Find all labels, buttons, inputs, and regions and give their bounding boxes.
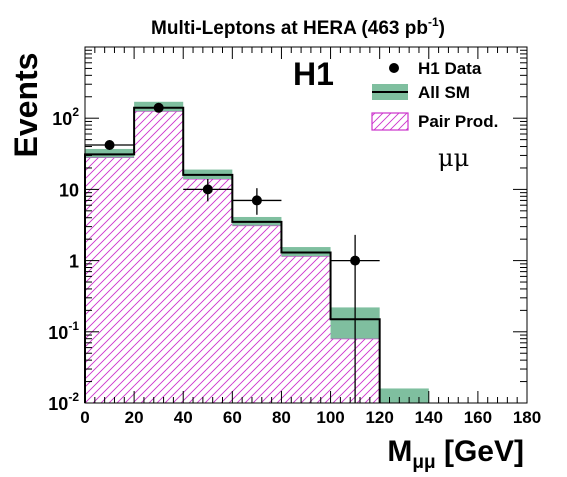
y-tick-label: 10-2	[48, 390, 79, 414]
data-point-marker	[350, 255, 361, 266]
pair-prod-bar	[134, 111, 184, 403]
legend-entry-all-sm: All SM	[372, 83, 470, 102]
data-point-marker	[153, 102, 164, 113]
legend: H1 Data All SM Pair Prod.	[371, 59, 498, 131]
y-tick-label-base: 10	[52, 109, 72, 129]
x-tick-label: 160	[464, 408, 492, 427]
legend-h1-marker	[389, 63, 399, 73]
data-point	[183, 178, 233, 202]
data-point-marker	[104, 140, 115, 151]
plot-area	[84, 101, 429, 403]
x-tick-label: 60	[223, 408, 242, 427]
x-tick-label: 0	[80, 408, 89, 427]
y-tick-label-exp: 2	[72, 105, 79, 119]
chart-title: Multi-Leptons at HERA (463 pb-1)	[151, 15, 445, 39]
data-point	[232, 188, 282, 215]
y-tick-label-exp: -2	[68, 390, 79, 404]
y-tick-label-exp: -1	[68, 319, 79, 333]
x-axis-label: Mμμ [GeV]	[387, 435, 524, 473]
all-sm-band	[85, 148, 135, 158]
chart-title-main: Multi-Leptons at HERA (463 pb	[151, 18, 428, 39]
legend-entry-pair-prod: Pair Prod.	[371, 112, 498, 131]
y-tick-label: 1	[69, 252, 79, 272]
x-tick-label: 120	[365, 408, 393, 427]
experiment-label: H1	[293, 56, 334, 92]
data-point	[85, 140, 135, 151]
data-point-marker	[251, 195, 262, 206]
all-sm-band	[379, 388, 429, 403]
legend-pair-box	[371, 112, 409, 131]
y-tick-label: 10	[59, 180, 79, 200]
legend-pair-label: Pair Prod.	[418, 112, 498, 131]
all-sm-line	[84, 106, 381, 403]
y-axis-label: Events	[8, 53, 44, 158]
legend-h1-label: H1 Data	[418, 59, 482, 78]
x-tick-label: 180	[513, 408, 541, 427]
pair-prod-bar	[232, 225, 282, 403]
x-axis-label-sub: μμ	[412, 452, 435, 473]
x-axis-label-unit: [GeV]	[436, 435, 524, 468]
x-tick-label: 100	[316, 408, 344, 427]
pair-prod-bar	[281, 256, 331, 403]
x-axis-label-main: M	[387, 435, 412, 468]
y-tick-label-base: 10	[48, 323, 68, 343]
x-tick-label: 40	[174, 408, 193, 427]
data-point	[134, 102, 184, 113]
y-tick-label: 10-1	[48, 319, 79, 343]
y-tick-label-base: 10	[48, 394, 68, 414]
plot-frame	[84, 46, 528, 404]
pair-prod-bar	[85, 157, 135, 403]
data-point-marker	[202, 184, 213, 195]
x-tick-label: 140	[415, 408, 443, 427]
y-tick-label-base: 10	[59, 180, 79, 200]
y-tick-label: 102	[52, 105, 79, 129]
legend-entry-h1-data: H1 Data	[389, 59, 482, 78]
chart-title-sup: -1	[428, 15, 439, 29]
channel-label: μμ	[438, 144, 469, 172]
data-point	[330, 234, 380, 403]
chart-title-tail: )	[439, 18, 445, 39]
y-tick-label-base: 1	[69, 252, 79, 272]
x-tick-label: 80	[272, 408, 291, 427]
x-tick-label: 20	[125, 408, 144, 427]
legend-sm-label: All SM	[418, 83, 470, 102]
pair-prod-bar	[183, 178, 233, 403]
